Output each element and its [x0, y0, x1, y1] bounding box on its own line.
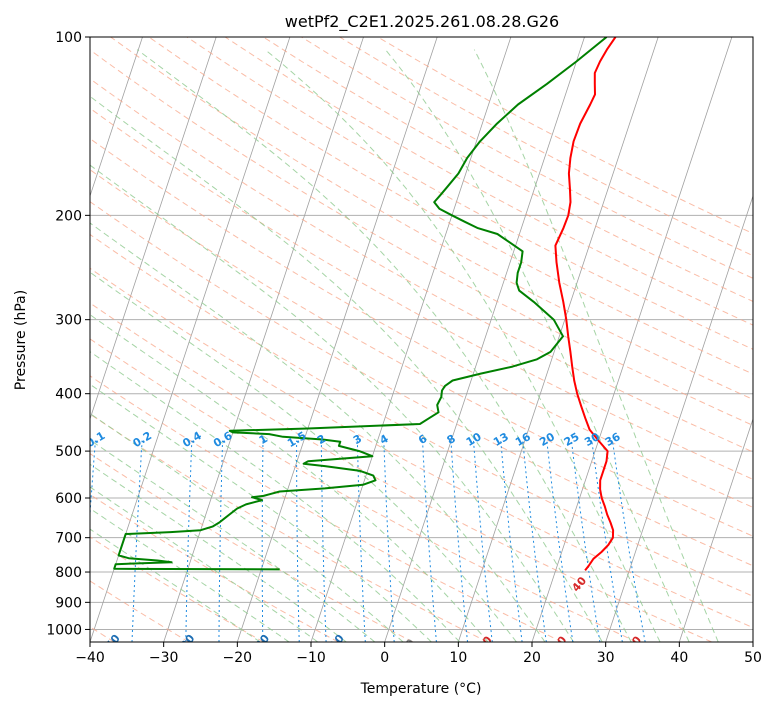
dry-adiabat-label: 0	[403, 636, 418, 650]
moist-adiabat-line	[90, 463, 347, 642]
mixing-ratio-line	[218, 440, 224, 642]
dry-adiabat-line	[90, 453, 414, 642]
profile-lines	[113, 37, 617, 572]
dry-adiabat-label: -10	[324, 632, 347, 656]
isotherm-line	[236, 37, 438, 642]
moist-adiabat-line	[385, 49, 690, 642]
isotherm-line	[605, 194, 753, 642]
x-tick-label: −30	[149, 650, 179, 666]
isotherm-line	[90, 37, 217, 421]
y-tick-label: 700	[55, 531, 82, 547]
moist-adiabat-line	[90, 271, 517, 642]
mixing-ratio-line	[90, 440, 96, 522]
dewpoint-profile-line	[113, 37, 608, 571]
background-lines	[90, 37, 753, 642]
dry-adiabat-line	[90, 536, 264, 642]
dry-adiabat-line	[90, 169, 753, 537]
dry-adiabat-label: 20	[550, 633, 570, 653]
y-tick-label: 800	[55, 565, 82, 581]
mixing-ratio-line	[320, 440, 327, 642]
dry-adiabat-line	[186, 37, 753, 350]
moist-adiabat-line	[90, 383, 432, 642]
mixing-ratio-line	[131, 440, 143, 642]
moist-adiabat-line	[90, 486, 319, 642]
isotherm-line	[678, 417, 753, 642]
dry-adiabat-label: -30	[175, 632, 198, 656]
moist-adiabat-line	[90, 222, 546, 642]
x-tick-label: 30	[597, 650, 615, 666]
mixing-ratio-line	[473, 440, 493, 642]
mixing-ratio-line	[185, 440, 193, 642]
moist-adiabat-line	[90, 439, 376, 642]
mixing-ratio-line	[522, 440, 547, 642]
moist-adiabat-line	[90, 95, 603, 642]
dry-adiabat-line	[90, 233, 753, 597]
x-tick-label: −40	[75, 650, 105, 666]
mixing-ratio-line	[450, 440, 468, 642]
x-axis: −40 −30 −20 −10 0 10 20 30 40 50	[75, 642, 762, 666]
x-tick-label: 0	[380, 650, 389, 666]
dry-adiabat-label: 30	[624, 633, 644, 653]
dry-adiabat-line	[90, 49, 753, 426]
chart-title: wetPf2_C2E1.2025.261.08.28.G26	[285, 12, 559, 32]
y-tick-label: 600	[55, 491, 82, 507]
dry-adiabat-line	[90, 267, 753, 629]
y-tick-label: 300	[55, 313, 82, 329]
mixing-ratio-line	[296, 440, 300, 642]
moist-adiabat-line	[264, 49, 661, 642]
dry-adiabat-line	[90, 580, 190, 642]
temperature-profile-line	[554, 37, 617, 572]
mixing-ratio-line	[500, 440, 523, 642]
isotherm-line	[384, 37, 585, 642]
x-tick-label: 50	[744, 650, 762, 666]
dry-adiabat-label: -40	[100, 632, 123, 656]
dry-adiabat-line	[90, 201, 753, 567]
mixing-ratio-line	[422, 440, 437, 642]
dry-adiabat-line	[90, 78, 753, 453]
x-axis-label: Temperature (°C)	[360, 681, 482, 697]
mixing-ratio-line	[570, 440, 601, 642]
dry-adiabat-label: 10	[475, 633, 495, 653]
y-axis-label: Pressure (hPa)	[13, 290, 29, 390]
mixing-ratio-line	[261, 440, 264, 642]
plot-frame	[89, 36, 754, 643]
mixing-ratio-line	[356, 440, 366, 642]
mixing-ratio-line	[546, 440, 574, 642]
y-tick-label: 500	[55, 444, 82, 460]
y-tick-label: 400	[55, 387, 82, 403]
moist-adiabat-line	[136, 49, 632, 642]
y-tick-label: 1000	[46, 622, 82, 638]
dry-adiabat-label: -20	[249, 632, 272, 656]
dry-adiabat-line	[90, 375, 563, 642]
isotherm-line	[457, 37, 659, 642]
isotherm-line	[531, 37, 733, 642]
x-tick-label: 40	[670, 650, 688, 666]
x-tick-label: 20	[523, 650, 541, 666]
isotherm-line	[310, 37, 512, 642]
dry-adiabat-line	[90, 413, 488, 642]
y-tick-label: 200	[55, 208, 82, 224]
mixing-ratio-line	[383, 440, 395, 642]
y-tick-label: 900	[55, 595, 82, 611]
mixing-ratio-line	[591, 440, 623, 642]
moist-adiabat-line	[90, 164, 575, 642]
dry-adiabat-line	[90, 302, 712, 642]
x-tick-label: 10	[449, 650, 467, 666]
isotherm-line	[90, 37, 143, 198]
x-tick-label: −20	[223, 650, 253, 666]
y-tick-label: 100	[55, 30, 82, 46]
x-tick-label: −10	[296, 650, 326, 666]
moist-adiabat-line	[90, 314, 489, 642]
moist-adiabat-line	[473, 49, 719, 642]
isotherm-line	[163, 37, 364, 642]
y-axis: 100 200 300 400 500 600 700 800 900 1000	[46, 30, 90, 638]
moist-adiabat-line	[90, 412, 404, 642]
